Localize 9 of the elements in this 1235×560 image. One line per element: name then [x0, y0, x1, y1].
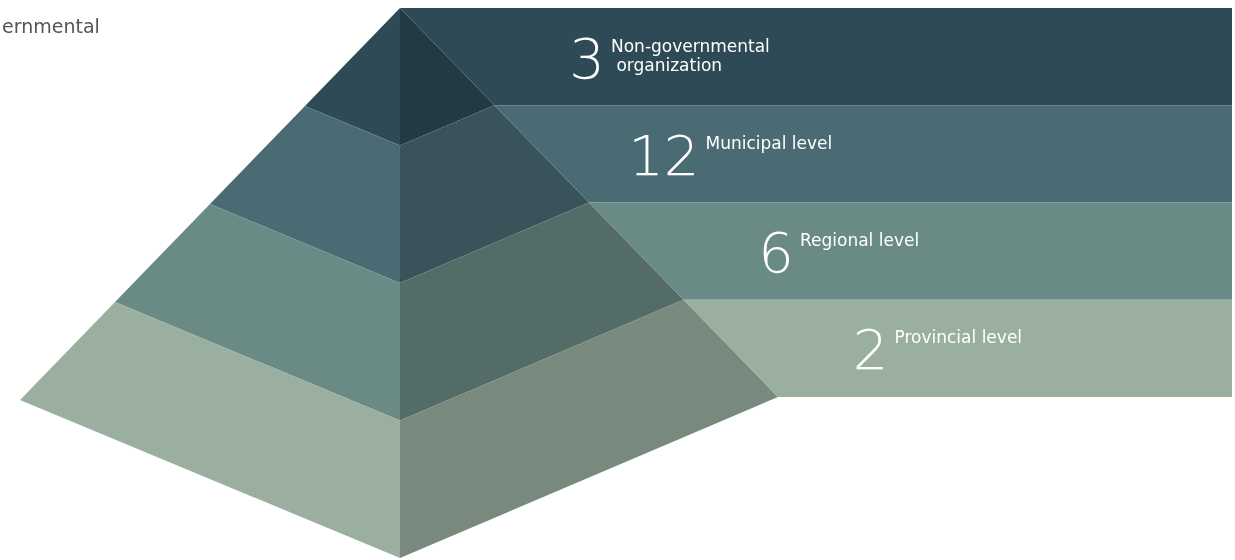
category-label: Municipal level: [705, 132, 833, 153]
category-label: Provincial level: [894, 327, 1023, 348]
data-label: 2: [852, 317, 889, 383]
category-label: Regional level: [800, 230, 920, 250]
category-label: Non-governmental organization: [611, 35, 770, 75]
data-label: 6: [758, 220, 794, 285]
data-label: 3: [569, 25, 605, 91]
text: ernmental: [2, 14, 100, 37]
data-label: 12: [628, 122, 700, 188]
